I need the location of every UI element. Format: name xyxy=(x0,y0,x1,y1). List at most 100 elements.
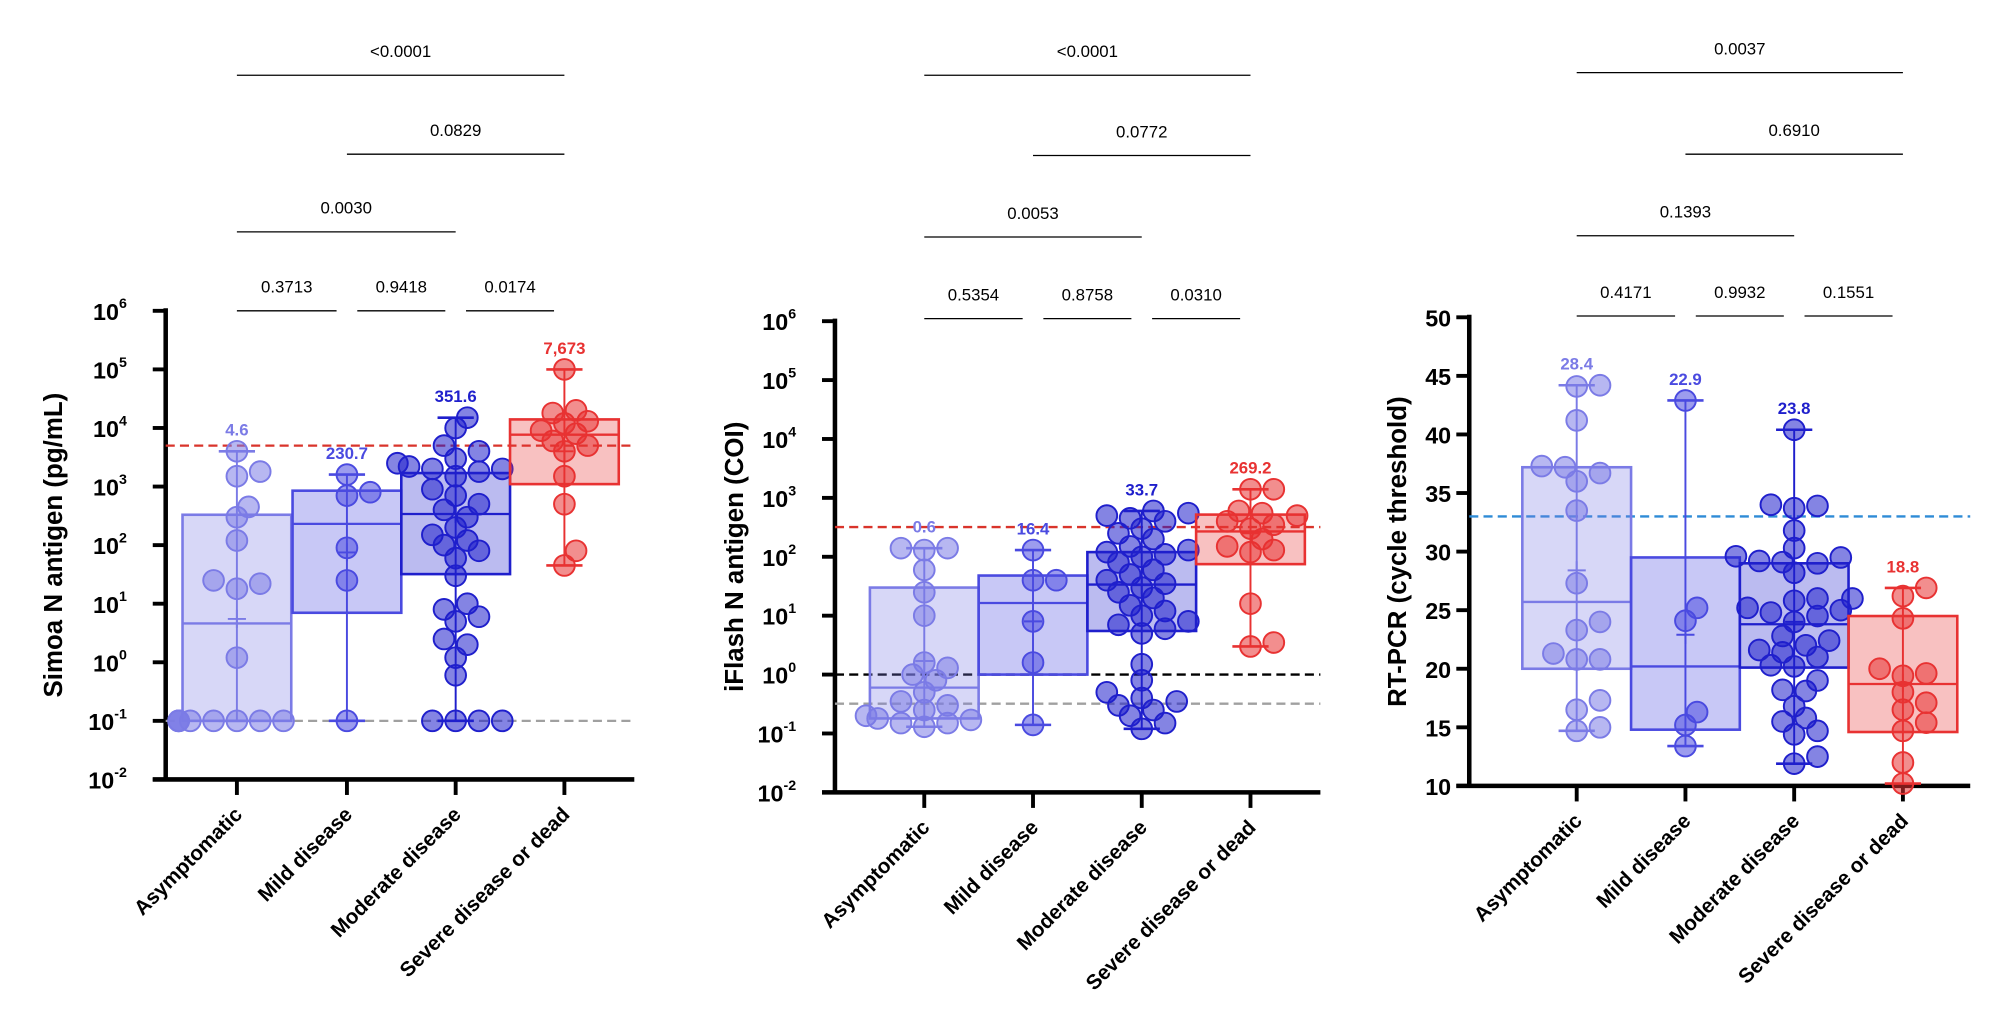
data-point xyxy=(1177,538,1200,562)
group-4: 269.2 xyxy=(1194,459,1309,658)
p-value: 0.4171 xyxy=(1600,283,1651,302)
data-point xyxy=(225,577,249,601)
y-tick-label: 101 xyxy=(762,601,796,630)
data-point xyxy=(1588,689,1612,712)
data-point xyxy=(467,439,491,463)
median-label: 0.6 xyxy=(913,518,936,537)
data-point xyxy=(1542,642,1565,665)
data-point xyxy=(432,598,456,621)
y-tick-label: 104 xyxy=(93,413,127,442)
data-point xyxy=(202,569,225,592)
data-point xyxy=(1021,538,1045,562)
data-point xyxy=(936,694,959,717)
data-point xyxy=(467,709,491,733)
data-point xyxy=(1891,772,1915,795)
group-2: 16.4 xyxy=(977,520,1089,737)
median-label: 269.2 xyxy=(1229,459,1271,478)
data-point xyxy=(335,463,359,486)
y-tick-label: 20 xyxy=(1425,657,1451,683)
data-point xyxy=(889,690,913,713)
data-point xyxy=(1588,373,1612,397)
y-axis-label: Simoa N antigen (pg/mL) xyxy=(40,393,68,698)
data-point xyxy=(1891,719,1915,743)
data-point xyxy=(1565,698,1589,722)
data-point xyxy=(421,457,444,481)
data-point xyxy=(1588,461,1612,485)
panel-1: 10-2 10-1 100 101 102 103 104 105 106 Simoa N ant… xyxy=(40,42,635,982)
data-point xyxy=(1685,700,1709,724)
y-tick-label: 101 xyxy=(93,589,127,618)
p-value: 0.0174 xyxy=(484,278,535,297)
y-tick-label: 45 xyxy=(1425,364,1451,390)
data-point xyxy=(1107,522,1130,545)
data-point xyxy=(912,558,936,582)
data-point xyxy=(467,492,491,516)
data-point xyxy=(237,495,260,519)
group-4: 7,673 xyxy=(508,339,621,577)
panel-3: 10 15 20 25 30 35 40 45 50 RT-PCR (cycle threshol… xyxy=(1384,40,1971,988)
mean-marker xyxy=(446,504,465,524)
x-tick-label: Asymptomatic xyxy=(1470,809,1587,926)
mean-marker xyxy=(1785,612,1804,631)
group-1: 4.6 xyxy=(167,421,295,733)
data-point xyxy=(553,464,576,488)
mean-marker xyxy=(555,442,574,461)
p-value: 0.0030 xyxy=(321,199,372,218)
mean-marker xyxy=(1241,524,1260,543)
data-point xyxy=(1565,409,1589,432)
data-point xyxy=(959,708,983,732)
data-point xyxy=(1685,596,1709,620)
data-point xyxy=(1806,494,1829,518)
group-4: 18.8 xyxy=(1847,557,1959,795)
data-point xyxy=(455,592,479,616)
data-point xyxy=(225,439,249,463)
median-label: 22.9 xyxy=(1669,370,1702,389)
data-point xyxy=(1794,633,1818,657)
data-point xyxy=(553,492,576,516)
data-point xyxy=(1817,629,1841,652)
median-label: 351.6 xyxy=(435,387,477,406)
data-point xyxy=(553,554,576,577)
p-value: 0.9418 xyxy=(376,278,427,297)
data-point xyxy=(1806,745,1829,768)
data-point xyxy=(1239,592,1262,615)
group-3: 23.8 xyxy=(1724,399,1864,775)
y-tick-label: 10-2 xyxy=(758,778,797,807)
data-point xyxy=(1118,506,1142,530)
p-value: 0.0829 xyxy=(430,121,481,140)
data-point xyxy=(1782,589,1806,613)
data-point xyxy=(912,580,936,604)
data-point xyxy=(455,406,479,429)
data-point xyxy=(421,477,444,501)
data-point xyxy=(248,460,272,483)
mean-marker xyxy=(337,543,356,562)
data-point xyxy=(1829,546,1853,569)
data-point xyxy=(432,627,456,651)
data-point xyxy=(1782,752,1806,775)
data-point xyxy=(1021,568,1045,592)
data-point xyxy=(564,539,588,563)
panel-2: 10-2 10-1 100 101 102 103 104 105 106 iFlash N an… xyxy=(721,42,1321,995)
y-tick-label: 10-1 xyxy=(758,719,797,748)
y-tick-label: 100 xyxy=(762,660,796,689)
y-tick-label: 102 xyxy=(762,542,796,571)
data-point xyxy=(912,538,936,562)
p-value: 0.0053 xyxy=(1007,204,1058,223)
data-point xyxy=(225,646,249,669)
data-point xyxy=(1107,613,1130,637)
data-point xyxy=(1565,499,1589,522)
group-3: 33.7 xyxy=(1086,480,1200,741)
data-point xyxy=(225,709,249,733)
p-value: 0.8758 xyxy=(1062,285,1113,304)
data-point xyxy=(1227,499,1251,523)
data-point xyxy=(1891,607,1915,630)
data-point xyxy=(1841,587,1864,610)
y-tick-label: 106 xyxy=(762,307,796,336)
data-point xyxy=(1736,596,1759,620)
data-point xyxy=(1021,713,1045,737)
data-point xyxy=(1239,477,1262,501)
data-point xyxy=(1553,455,1577,479)
y-tick-label: 106 xyxy=(93,296,127,325)
y-tick-label: 15 xyxy=(1425,715,1451,741)
data-point xyxy=(272,709,295,733)
